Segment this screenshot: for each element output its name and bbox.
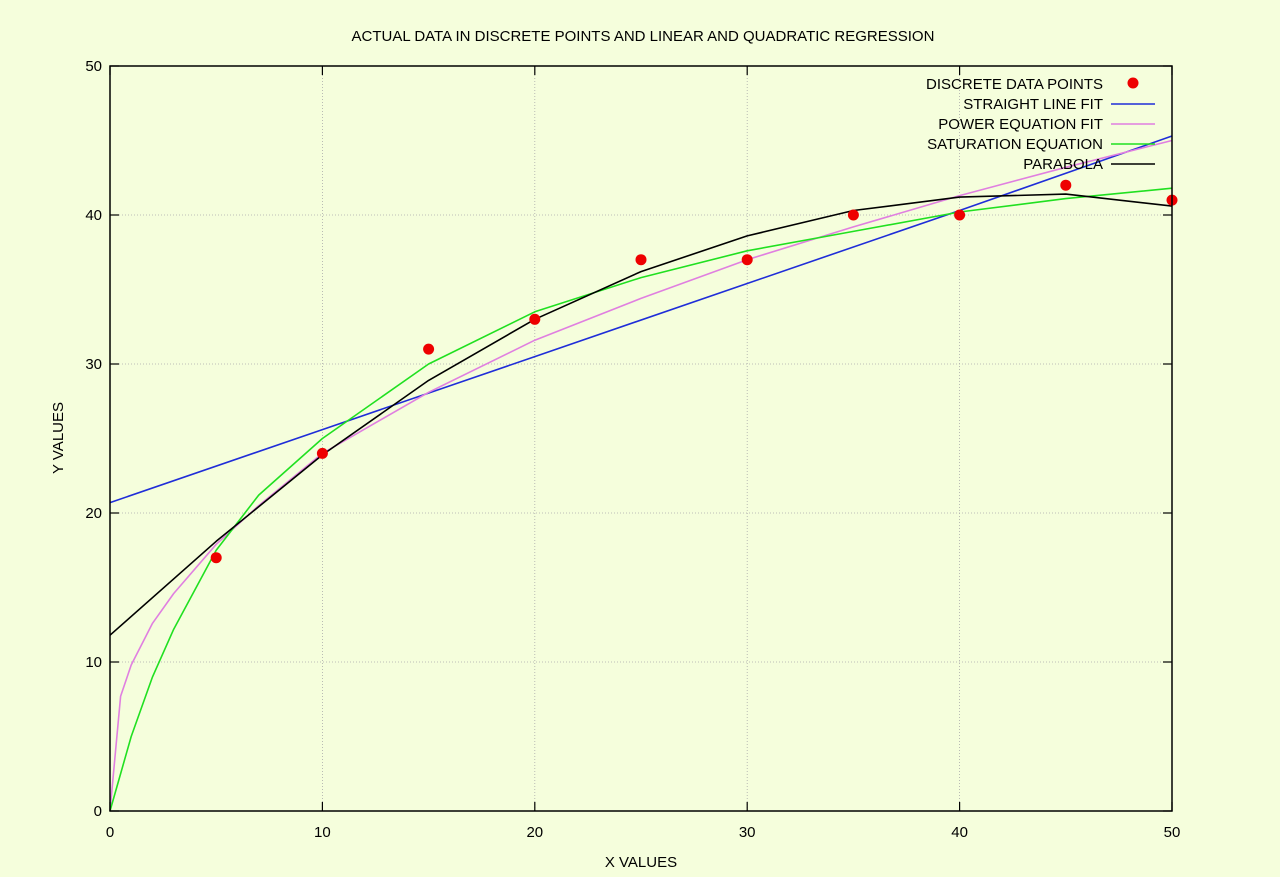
legend-label-discrete-data-points: DISCRETE DATA POINTS [926, 76, 1103, 93]
x-tick-label: 40 [951, 824, 968, 841]
legend-label-parabola: PARABOLA [1023, 156, 1103, 173]
y-tick-label: 40 [85, 207, 102, 224]
data-point [847, 209, 859, 221]
legend-label-power-equation-fit: POWER EQUATION FIT [938, 116, 1103, 133]
data-point [210, 552, 222, 564]
legend-label-saturation-equation: SATURATION EQUATION [927, 136, 1103, 153]
data-point [741, 254, 753, 266]
legend-label-straight-line-fit: STRAIGHT LINE FIT [963, 96, 1103, 113]
plot-frame [109, 65, 1173, 812]
legend-marker-discrete-data-points [1127, 77, 1139, 89]
legend: DISCRETE DATA POINTS STRAIGHT LINE FIT POW… [926, 76, 1155, 173]
data-point [1060, 179, 1072, 191]
x-axis-title: X VALUES [605, 854, 677, 871]
y-tick-label: 20 [85, 505, 102, 522]
plot-points [210, 179, 1178, 564]
y-axis-title: Y VALUES [50, 402, 67, 474]
data-point [529, 313, 541, 325]
data-point [316, 447, 328, 459]
series-line-parabola [109, 193, 1173, 636]
x-tick-label: 10 [314, 824, 331, 841]
y-tick-label: 10 [85, 654, 102, 671]
series-line-saturation-equation [109, 187, 1173, 812]
y-tick-label: 30 [85, 356, 102, 373]
data-point [423, 343, 435, 355]
x-tick-label: 20 [526, 824, 543, 841]
x-tick-label: 0 [106, 824, 114, 841]
chart-title: ACTUAL DATA IN DISCRETE POINTS AND LINEA… [352, 28, 935, 45]
x-tick-label: 30 [739, 824, 756, 841]
series-line-straight-line-fit [109, 135, 1173, 504]
y-tick-label: 50 [85, 58, 102, 75]
data-point [635, 254, 647, 266]
ticks [109, 65, 1173, 812]
grid [110, 66, 1172, 811]
plot-lines [109, 135, 1173, 812]
tick-labels: 0 10 20 30 40 50 0 10 20 30 40 50 [85, 58, 1180, 841]
y-tick-label: 0 [94, 803, 102, 820]
x-tick-label: 50 [1164, 824, 1181, 841]
series-line-power-equation-fit [109, 139, 1173, 812]
data-point [954, 209, 966, 221]
